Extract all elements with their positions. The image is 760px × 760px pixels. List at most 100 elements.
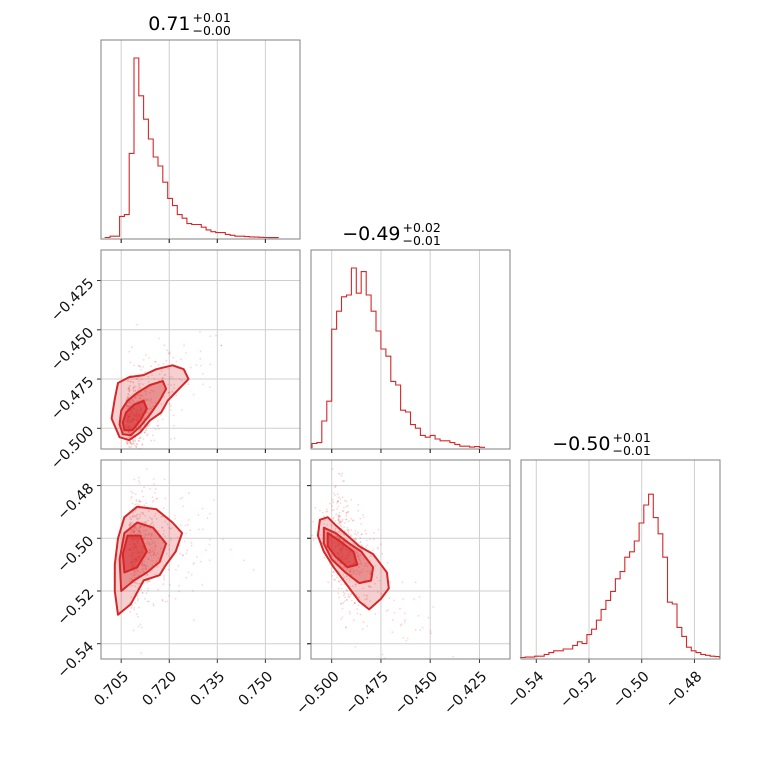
sample-point xyxy=(133,570,136,573)
sample-point xyxy=(333,571,335,573)
sample-point xyxy=(170,539,173,541)
sample-point xyxy=(359,554,362,557)
sample-point xyxy=(133,442,135,445)
sample-point xyxy=(142,359,145,361)
sample-point xyxy=(189,529,192,532)
sample-point xyxy=(140,387,142,390)
sample-point xyxy=(128,389,131,392)
sample-point xyxy=(143,431,146,434)
sample-point xyxy=(341,496,344,499)
sample-point xyxy=(148,580,151,583)
y-tick-label: −0.54 xyxy=(55,639,98,682)
sample-point xyxy=(145,555,147,558)
sample-point xyxy=(413,598,415,600)
sample-point xyxy=(131,531,134,534)
sample-point xyxy=(144,521,146,524)
sample-point xyxy=(149,552,152,554)
sample-point xyxy=(134,576,136,579)
sample-point xyxy=(337,519,340,521)
sample-point xyxy=(201,528,204,531)
sample-point xyxy=(144,565,147,568)
sample-point xyxy=(126,379,129,382)
sample-point xyxy=(346,589,349,592)
sample-point xyxy=(345,626,347,629)
density-contour-fill xyxy=(114,506,183,615)
sample-point xyxy=(198,528,200,531)
sample-point xyxy=(167,568,170,571)
sample-point xyxy=(160,547,162,550)
sample-point xyxy=(369,600,372,603)
sample-point xyxy=(141,591,144,594)
sample-point xyxy=(359,571,362,573)
sample-point xyxy=(391,619,394,621)
sample-point xyxy=(146,574,149,576)
sample-point xyxy=(193,619,195,622)
x-tick-label: −0.52 xyxy=(557,669,600,712)
sample-point xyxy=(149,391,151,394)
sample-point xyxy=(129,516,132,519)
sample-point xyxy=(128,387,131,390)
sample-point xyxy=(129,446,132,449)
sample-point xyxy=(334,486,337,489)
histogram-step-line xyxy=(104,57,279,239)
sample-point xyxy=(150,389,153,392)
sample-point xyxy=(430,632,432,635)
sample-point xyxy=(153,552,156,555)
sample-point xyxy=(147,558,150,561)
sample-point xyxy=(347,528,349,531)
sample-point xyxy=(339,533,342,535)
sample-point xyxy=(401,581,404,584)
sample-point xyxy=(341,616,344,619)
sample-point xyxy=(357,531,359,534)
sample-point xyxy=(131,516,134,518)
sample-point xyxy=(189,366,192,369)
sample-point xyxy=(336,501,339,504)
sample-point xyxy=(192,590,194,592)
sample-point xyxy=(331,498,334,501)
sample-point xyxy=(338,511,341,514)
sample-point xyxy=(345,518,348,521)
sample-point xyxy=(134,389,137,392)
sample-point xyxy=(351,519,354,522)
sample-point xyxy=(359,613,362,616)
sample-point xyxy=(130,573,133,575)
sample-point xyxy=(354,530,357,532)
histogram-panel-2 xyxy=(521,460,720,659)
y-tick-label: −0.48 xyxy=(55,481,98,524)
sample-point xyxy=(126,404,128,406)
sample-point xyxy=(187,383,190,386)
sample-point xyxy=(163,374,166,377)
sample-point xyxy=(201,584,204,586)
sample-point xyxy=(144,371,147,373)
sample-point xyxy=(349,612,352,615)
sample-point xyxy=(129,441,132,444)
sample-point xyxy=(152,434,154,437)
sample-point xyxy=(139,365,142,368)
sample-point xyxy=(129,521,132,524)
sample-point xyxy=(360,548,363,551)
sample-point xyxy=(337,500,339,502)
sample-point xyxy=(141,534,144,537)
sample-point xyxy=(156,497,159,500)
sample-point xyxy=(353,569,356,572)
y-tick-label: −0.475 xyxy=(48,374,97,423)
histogram-panel-0 xyxy=(101,40,300,239)
sample-point xyxy=(127,436,130,439)
sample-point xyxy=(340,522,342,524)
sample-point xyxy=(417,614,420,617)
sample-point xyxy=(142,564,145,567)
sample-point xyxy=(339,538,341,540)
sample-point xyxy=(355,538,357,541)
sample-point xyxy=(340,525,343,528)
sample-point xyxy=(380,592,383,595)
sample-point xyxy=(147,587,150,589)
sample-point xyxy=(165,359,168,362)
sample-point xyxy=(148,510,150,513)
sample-point xyxy=(131,443,133,446)
sample-point xyxy=(156,425,159,427)
sample-point xyxy=(170,438,172,440)
sample-point xyxy=(167,391,170,394)
sample-point xyxy=(353,602,356,604)
sample-point xyxy=(345,599,348,602)
sample-point xyxy=(162,533,165,535)
